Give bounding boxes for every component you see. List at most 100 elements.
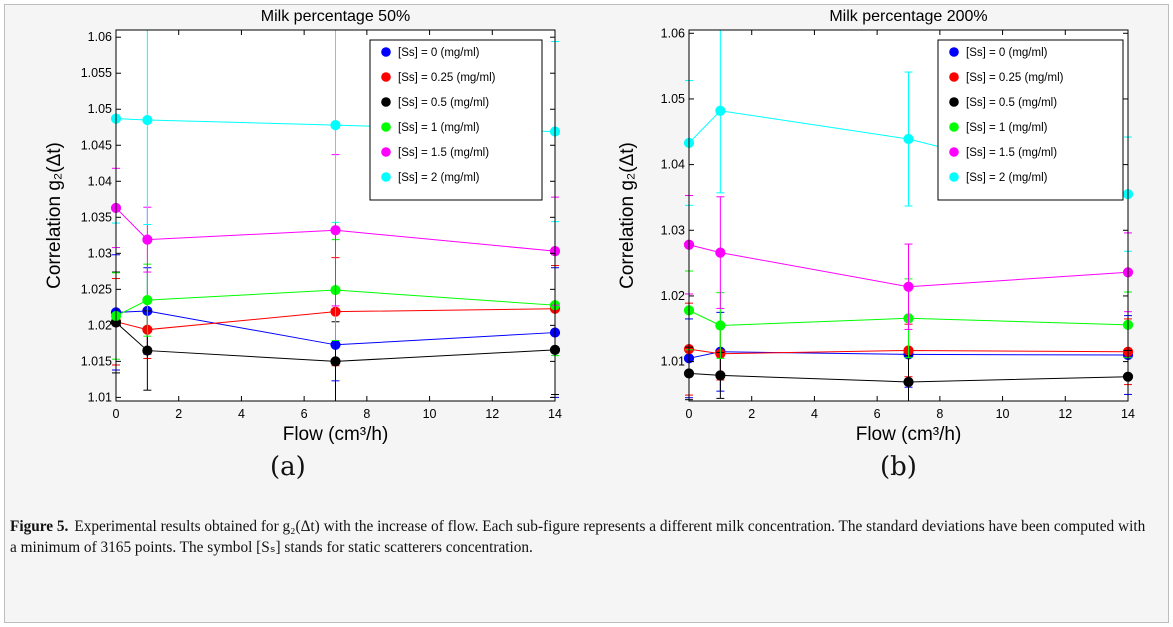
series-line — [115, 289, 556, 317]
legend-item: [Ss] = 0.5 (mg/ml) — [949, 97, 1057, 109]
data-point — [142, 345, 153, 356]
legend-marker — [949, 172, 959, 182]
legend-label: [Ss] = 1.5 (mg/ml) — [966, 147, 1057, 159]
x-tick-label: 6 — [874, 407, 881, 421]
data-point — [142, 114, 153, 126]
legend-item: [Ss] = 0.25 (mg/ml) — [949, 72, 1064, 84]
series-line — [115, 308, 556, 331]
chart-panel-a: 0 2 4 6 8 10 12 14 1.01 1.015 1.02 1.025 1.03 1.035 1.… — [44, 8, 562, 445]
chart-title: Milk percentage 50% — [261, 8, 410, 25]
axes-frame — [115, 29, 556, 402]
legend-label: [Ss] = 0.25 (mg/ml) — [398, 72, 496, 84]
data-point — [715, 320, 726, 331]
series-line — [115, 322, 556, 362]
legend-item: [Ss] = 1.5 (mg/ml) — [949, 147, 1057, 159]
series-line — [688, 244, 1129, 288]
figure-caption: Figure 5. Experimental results obtained f… — [10, 516, 1150, 558]
legend-label: [Ss] = 0 (mg/ml) — [398, 47, 480, 59]
legend-label: [Ss] = 1.5 (mg/ml) — [398, 147, 489, 159]
legend-marker — [381, 122, 391, 132]
x-tick-label: 6 — [301, 407, 308, 421]
data-point — [903, 376, 914, 388]
legend-label: [Ss] = 0 (mg/ml) — [966, 47, 1048, 59]
x-tick-label: 0 — [113, 407, 120, 421]
data-point — [330, 119, 341, 131]
legend-item: [Ss] = 2 (mg/ml) — [381, 172, 480, 184]
legend-marker — [381, 147, 391, 157]
x-tick-label: 14 — [548, 407, 562, 421]
x-tick-label: 8 — [936, 407, 943, 421]
data-point — [142, 234, 153, 245]
legend-item: [Ss] = 1.5 (mg/ml) — [381, 147, 489, 159]
x-tick-label: 12 — [485, 407, 499, 421]
y-tick-label: 1.05 — [88, 102, 112, 116]
x-tick-label: 4 — [811, 407, 818, 421]
y-tick-label: 1.015 — [81, 354, 112, 368]
caption-text: Experimental results obtained for g₂(Δt)… — [10, 518, 1146, 556]
x-tick-label: 10 — [996, 407, 1010, 421]
panel-label-a: (a) — [270, 452, 306, 482]
y-tick-label: 1.03 — [88, 246, 112, 260]
y-tick-label: 1.06 — [88, 30, 112, 44]
legend: [Ss] = 0 (mg/ml) [Ss] = 0.25 (mg/ml) [Ss] … — [937, 39, 1124, 201]
legend-marker — [949, 147, 959, 157]
legend-label: [Ss] = 1 (mg/ml) — [966, 122, 1048, 134]
data-point — [142, 295, 153, 306]
y-tick-label: 1.035 — [81, 210, 112, 224]
data-point — [715, 105, 726, 116]
x-tick-label: 0 — [686, 407, 693, 421]
caption-label: Figure 5. — [10, 518, 69, 535]
y-tick-label: 1.06 — [661, 26, 685, 40]
x-tick-label: 12 — [1058, 407, 1072, 421]
legend-item: [Ss] = 0 (mg/ml) — [949, 47, 1048, 59]
series-line — [688, 348, 1129, 355]
y-tick-label: 1.05 — [661, 92, 685, 106]
legend-marker — [949, 122, 959, 132]
series-line — [688, 351, 1129, 359]
x-tick-label: 2 — [748, 407, 755, 421]
legend-item: [Ss] = 0 (mg/ml) — [381, 47, 480, 59]
legend-label: [Ss] = 0.25 (mg/ml) — [966, 72, 1064, 84]
data-point — [903, 133, 914, 145]
x-axis-label: Flow (cm³/h) — [856, 424, 962, 445]
y-axis-label: Correlation g₂(Δt) — [617, 142, 638, 289]
axes-frame — [688, 29, 1129, 402]
legend-item: [Ss] = 1 (mg/ml) — [381, 122, 480, 134]
chart-title: Milk percentage 200% — [829, 8, 987, 25]
legend-item: [Ss] = 1 (mg/ml) — [949, 122, 1048, 134]
legend-marker — [949, 97, 959, 107]
legend-label: [Ss] = 2 (mg/ml) — [966, 172, 1048, 184]
legend-label: [Ss] = 0.5 (mg/ml) — [398, 97, 489, 109]
y-tick-label: 1.03 — [661, 223, 685, 237]
y-tick-label: 1.01 — [88, 390, 112, 404]
legend-label: [Ss] = 2 (mg/ml) — [398, 172, 480, 184]
legend-label: [Ss] = 1 (mg/ml) — [398, 122, 480, 134]
y-tick-label: 1.02 — [88, 318, 112, 332]
y-axis-label: Correlation g₂(Δt) — [44, 142, 65, 289]
legend-item: [Ss] = 0.5 (mg/ml) — [381, 97, 489, 109]
x-axis-label: Flow (cm³/h) — [283, 424, 389, 445]
y-tick-label: 1.055 — [81, 66, 112, 80]
series-line — [688, 309, 1129, 326]
chart-panel-b: 0 2 4 6 8 10 12 14 1.01 1.02 1.03 1.04 1.05 1.06 Milk … — [617, 8, 1135, 445]
x-tick-label: 2 — [175, 407, 182, 421]
legend-marker — [949, 47, 959, 57]
legend-marker — [949, 72, 959, 82]
y-tick-label: 1.01 — [661, 355, 685, 369]
y-tick-label: 1.025 — [81, 282, 112, 296]
legend-item: [Ss] = 0.25 (mg/ml) — [381, 72, 496, 84]
data-point — [330, 356, 341, 367]
y-tick-label: 1.02 — [661, 289, 685, 303]
x-tick-label: 14 — [1121, 407, 1135, 421]
x-tick-label: 10 — [423, 407, 437, 421]
series-line — [688, 372, 1129, 383]
legend-marker — [381, 97, 391, 107]
legend-item: [Ss] = 2 (mg/ml) — [949, 172, 1048, 184]
data-point — [903, 281, 914, 292]
series-line — [115, 207, 556, 252]
series-line — [115, 310, 556, 346]
legend-marker — [381, 72, 391, 82]
legend-marker — [381, 172, 391, 182]
legend-marker — [381, 47, 391, 57]
